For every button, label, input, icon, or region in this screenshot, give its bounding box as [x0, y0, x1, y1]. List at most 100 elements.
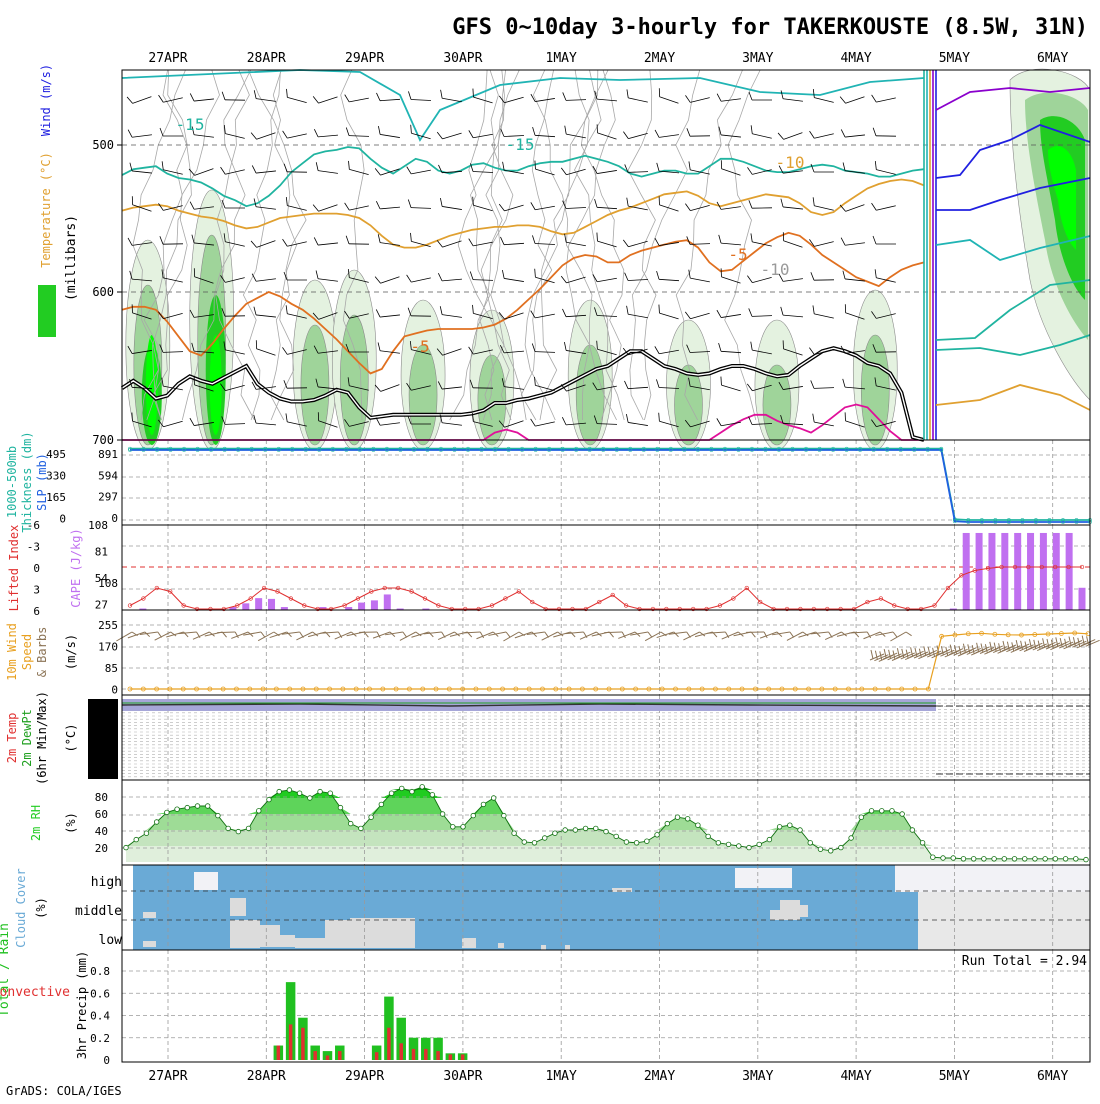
rh-point [328, 791, 333, 796]
cape-bar [988, 533, 995, 610]
cape-bar [242, 603, 249, 610]
rh-point [634, 841, 639, 846]
ytick-left: 6 [33, 605, 40, 618]
cloud-patch [470, 938, 476, 948]
ytick: 20 [95, 842, 108, 855]
contour-label: -10 [776, 153, 805, 172]
wind-label: (m/s) [64, 634, 78, 670]
rh-point [839, 845, 844, 850]
rh-point [859, 815, 864, 820]
cape-bar [255, 598, 262, 610]
precip-convective-bar [301, 1028, 305, 1060]
ytick: 255 [98, 619, 118, 632]
ytick: 0.2 [90, 1032, 110, 1045]
rh-point [614, 834, 619, 839]
rh-point [798, 828, 803, 833]
precip-convective-bar [289, 1024, 293, 1060]
cloud-level-label: low [99, 933, 123, 948]
rh-point [379, 802, 384, 807]
wind-barb-shaft [604, 632, 622, 633]
wind-label: 10m Wind [5, 623, 19, 681]
ytick: 80 [95, 791, 108, 804]
rh-point [124, 845, 129, 850]
rh-region [409, 345, 437, 445]
rh-point [961, 857, 966, 862]
cloud-level-label: high [91, 875, 122, 890]
wind-label: & Barbs [35, 627, 49, 678]
cloud-high [194, 872, 218, 890]
rh-point [175, 807, 180, 812]
tick-label-mass [88, 699, 118, 779]
upper-ytick: 700 [92, 433, 114, 447]
date-label-bottom: 2MAY [644, 1069, 675, 1084]
cape-bar [963, 533, 970, 610]
contour-label: -15 [506, 135, 535, 154]
cape-bar [1066, 533, 1073, 610]
rh-point [440, 812, 445, 817]
date-label-top: 3MAY [742, 51, 773, 66]
rh-point [267, 797, 272, 802]
rh-point [665, 821, 670, 826]
rh2m-label: (%) [64, 812, 78, 834]
rh-point [287, 788, 292, 793]
precip-convective-bar [338, 1051, 342, 1060]
precip-label: 3hr Precip (mm) [75, 951, 89, 1059]
ytick-left: 165 [46, 491, 66, 504]
ytick: 0 [103, 1054, 110, 1067]
cloud-patch [325, 920, 350, 948]
precip-convective-bar [313, 1051, 317, 1060]
rh-point [1043, 857, 1048, 862]
ytick: 0.8 [90, 965, 110, 978]
cape-bar [384, 594, 391, 610]
rh-point [869, 809, 874, 814]
rh-point [185, 805, 190, 810]
precip-convective-bar [436, 1051, 440, 1060]
thickness-label: Thickness (dm) [20, 431, 34, 532]
date-label-bottom: 4MAY [840, 1069, 871, 1084]
rh-point [154, 820, 159, 825]
cloud-patch [280, 935, 295, 947]
ytick-left: 495 [46, 448, 66, 461]
rh-point [767, 837, 772, 842]
rh-point [818, 847, 823, 852]
cape-bar [1027, 533, 1034, 610]
rh-point [696, 823, 701, 828]
rh-point [522, 840, 527, 845]
date-label-top: 27APR [148, 51, 187, 66]
rh-point [410, 789, 415, 794]
ytick: 60 [95, 808, 108, 821]
rh-point [736, 844, 741, 849]
rh-point [849, 836, 854, 841]
rh-point [471, 813, 476, 818]
rh-point [583, 826, 588, 831]
ytick-right: 54 [95, 572, 109, 585]
date-label-top: 5MAY [939, 51, 970, 66]
rh-point [645, 839, 650, 844]
rh-point [675, 815, 680, 820]
cloud-label: Cloud Cover [14, 868, 28, 947]
rh-point [879, 809, 884, 814]
rh-point [624, 840, 629, 845]
rh-point [951, 856, 956, 861]
rh-point [1084, 857, 1089, 862]
precip-label: Total / Rain [0, 923, 12, 1017]
temp-label: 2m Temp [5, 713, 19, 764]
rh-region [861, 335, 889, 445]
cloud-patch [350, 918, 415, 948]
rh-point [573, 828, 578, 833]
rh-point [604, 829, 609, 834]
precip-label: Convective [0, 985, 70, 1000]
rh-point [389, 791, 394, 796]
precip-convective-bar [326, 1056, 330, 1060]
cape-bar [1053, 533, 1060, 610]
ytick-left: 0 [59, 513, 66, 526]
ytick-left: 330 [46, 470, 66, 483]
rh-legend-swatch [38, 285, 56, 337]
rh-point [941, 856, 946, 861]
upper-ytick: 600 [92, 285, 114, 299]
rh-point [757, 842, 762, 847]
date-label-bottom: 27APR [148, 1069, 187, 1084]
upper-ytick: 500 [92, 138, 114, 152]
